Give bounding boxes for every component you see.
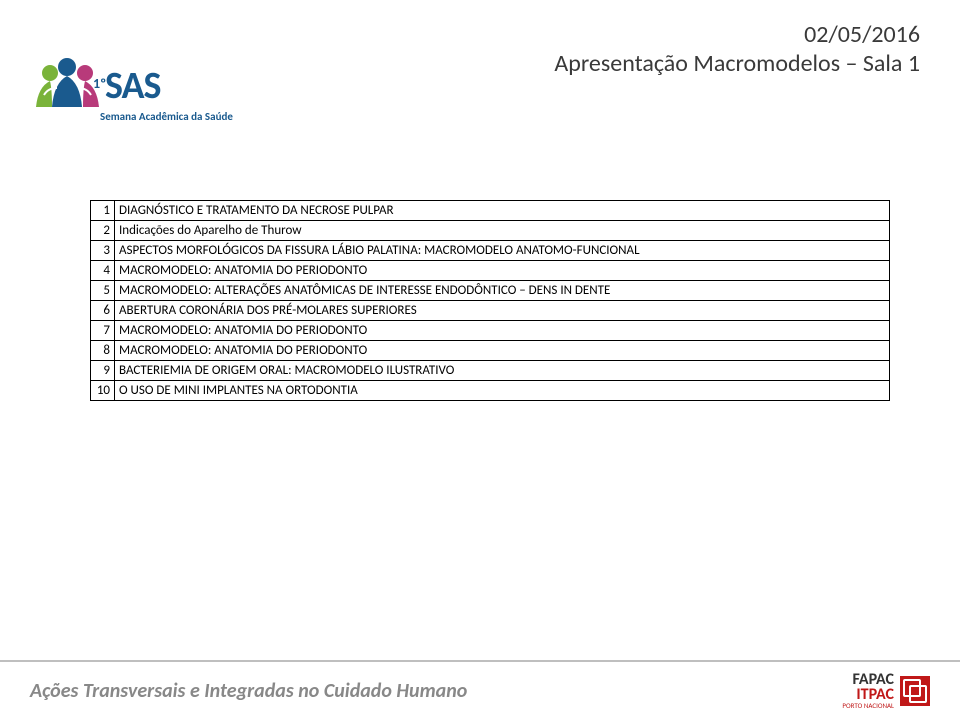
row-description: Indicações do Aparelho de Thurow [115,221,890,241]
itpac-icon [900,676,930,706]
row-number: 1 [91,201,115,221]
row-number: 9 [91,361,115,381]
row-number: 10 [91,381,115,401]
table-row: 7MACROMODELO: ANATOMIA DO PERIODONTO [91,321,890,341]
footer: Ações Transversais e Integradas no Cuida… [0,660,960,720]
table-row: 1DIAGNÓSTICO E TRATAMENTO DA NECROSE PUL… [91,201,890,221]
table-row: 9BACTERIEMIA DE ORIGEM ORAL: MACROMODELO… [91,361,890,381]
table-row: 5MACROMODELO: ALTERAÇÕES ANATÔMICAS DE I… [91,281,890,301]
row-description: ASPECTOS MORFOLÓGICOS DA FISSURA LÁBIO P… [115,241,890,261]
row-number: 7 [91,321,115,341]
footer-logo-group: FAPAC ITPAC PORTO NACIONAL [842,673,930,709]
row-description: MACROMODELO: ANATOMIA DO PERIODONTO [115,321,890,341]
row-description: MACROMODELO: ANATOMIA DO PERIODONTO [115,261,890,281]
footer-tagline: Ações Transversais e Integradas no Cuida… [30,679,467,703]
table-row: 4MACROMODELO: ANATOMIA DO PERIODONTO [91,261,890,281]
logo-subtitle: Semana Acadêmica da Saúde [100,110,233,123]
table-row: 6ABERTURA CORONÁRIA DOS PRÉ-MOLARES SUPE… [91,301,890,321]
row-description: O USO DE MINI IMPLANTES NA ORTODONTIA [115,381,890,401]
row-description: ABERTURA CORONÁRIA DOS PRÉ-MOLARES SUPER… [115,301,890,321]
row-number: 2 [91,221,115,241]
table-row: 8MACROMODELO: ANATOMIA DO PERIODONTO [91,341,890,361]
row-description: DIAGNÓSTICO E TRATAMENTO DA NECROSE PULP… [115,201,890,221]
table-row: 2Indicações do Aparelho de Thurow [91,221,890,241]
footer-org2-sub: PORTO NACIONAL [842,702,894,709]
row-number: 4 [91,261,115,281]
table-row: 10O USO DE MINI IMPLANTES NA ORTODONTIA [91,381,890,401]
sas-logo: 1º SAS Semana Acadêmica da Saúde [30,55,250,145]
row-number: 6 [91,301,115,321]
people-icon [30,55,105,135]
logo-brand: SAS [105,63,160,109]
row-number: 3 [91,241,115,261]
row-description: MACROMODELO: ANATOMIA DO PERIODONTO [115,341,890,361]
header-date: 02/05/2016 [554,20,920,49]
row-number: 8 [91,341,115,361]
row-description: BACTERIEMIA DE ORIGEM ORAL: MACROMODELO … [115,361,890,381]
schedule-table: 1DIAGNÓSTICO E TRATAMENTO DA NECROSE PUL… [90,200,890,401]
row-number: 5 [91,281,115,301]
header: 02/05/2016 Apresentação Macromodelos – S… [554,20,920,78]
table-row: 3ASPECTOS MORFOLÓGICOS DA FISSURA LÁBIO … [91,241,890,261]
row-description: MACROMODELO: ALTERAÇÕES ANATÔMICAS DE IN… [115,281,890,301]
header-title: Apresentação Macromodelos – Sala 1 [554,49,920,78]
footer-org2: ITPAC [842,688,894,702]
